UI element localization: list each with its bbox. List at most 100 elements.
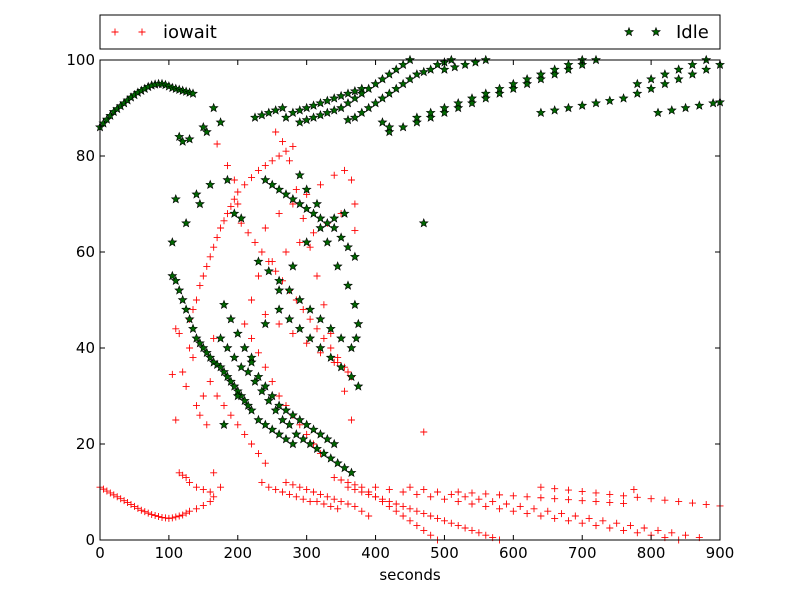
data-point: [205, 179, 216, 190]
data-point: [411, 69, 422, 79]
data-point: [563, 102, 574, 113]
x-tick-label: 500: [430, 544, 459, 562]
data-point: [294, 414, 305, 425]
data-point: [268, 157, 276, 165]
data-point: [260, 174, 271, 185]
data-point: [673, 73, 684, 84]
data-point: [279, 138, 287, 146]
data-point: [640, 524, 648, 532]
data-point: [323, 493, 331, 501]
data-point: [551, 514, 559, 522]
data-point: [398, 78, 409, 89]
data-point: [508, 83, 519, 94]
data-point: [470, 57, 481, 67]
data-point: [282, 478, 290, 486]
data-point: [306, 243, 314, 251]
data-point: [275, 320, 283, 328]
data-point: [261, 363, 269, 371]
data-point: [489, 498, 497, 506]
data-point: [329, 105, 340, 115]
data-point: [349, 251, 360, 262]
data-point: [292, 493, 300, 501]
data-point: [182, 474, 190, 482]
data-point: [327, 502, 335, 510]
data-point: [274, 184, 285, 194]
data-point: [564, 496, 572, 504]
data-point: [281, 433, 291, 444]
data-point: [246, 405, 257, 415]
x-tick-label: 0: [95, 544, 105, 562]
data-point: [141, 508, 149, 516]
data-point: [232, 328, 243, 338]
data-point: [296, 421, 304, 429]
data-point: [322, 237, 333, 247]
data-point: [250, 376, 260, 386]
data-point: [219, 419, 229, 430]
data-point: [440, 517, 448, 525]
data-point: [549, 105, 560, 115]
data-point: [220, 402, 228, 410]
data-point: [254, 450, 262, 458]
data-point: [287, 261, 298, 271]
plot-background: [100, 60, 720, 540]
data-point: [347, 416, 355, 424]
data-point: [604, 95, 615, 106]
legend-idle-markers: [624, 26, 661, 37]
data-point: [186, 478, 194, 486]
data-point: [275, 152, 283, 160]
data-point: [480, 88, 491, 98]
data-point: [384, 88, 395, 98]
data-point: [223, 210, 231, 218]
data-point: [549, 69, 560, 79]
data-point: [313, 498, 321, 506]
data-point: [184, 133, 195, 144]
data-point: [261, 162, 269, 170]
data-point: [336, 333, 347, 343]
data-point: [251, 238, 259, 246]
data-point: [181, 217, 192, 228]
data-point: [661, 496, 669, 504]
legend-iowait-markers: [111, 28, 146, 36]
data-point: [391, 64, 402, 74]
data-point: [170, 275, 181, 286]
y-tick-label: 0: [85, 531, 95, 549]
data-point: [343, 114, 353, 125]
data-point: [440, 495, 448, 503]
data-point: [522, 78, 533, 89]
data-point: [294, 294, 305, 305]
data-point: [203, 262, 211, 270]
data-point: [564, 486, 572, 494]
data-point: [626, 522, 634, 530]
data-point: [184, 313, 195, 324]
data-point: [258, 478, 266, 486]
data-point: [558, 510, 566, 518]
data-point: [351, 226, 359, 234]
data-point: [270, 405, 281, 415]
data-point: [343, 241, 353, 252]
data-point: [708, 97, 719, 108]
data-point: [234, 421, 242, 429]
data-point: [467, 97, 477, 108]
data-point: [358, 488, 366, 496]
data-point: [468, 500, 476, 508]
data-point: [385, 498, 393, 506]
data-point: [322, 217, 333, 228]
data-point: [523, 510, 531, 518]
data-point: [349, 85, 360, 96]
data-point: [398, 121, 409, 132]
legend-iowait-label: iowait: [163, 22, 217, 43]
data-point: [427, 531, 435, 539]
data-point: [301, 102, 312, 113]
data-point: [225, 376, 236, 386]
data-point: [447, 519, 455, 527]
data-point: [201, 347, 212, 358]
data-point: [313, 272, 321, 280]
data-point: [632, 88, 643, 98]
data-point: [215, 361, 226, 372]
data-point: [467, 93, 477, 103]
data-point: [250, 112, 260, 122]
data-point: [406, 505, 414, 513]
data-point: [666, 105, 677, 115]
data-point: [336, 361, 347, 372]
data-point: [341, 166, 349, 174]
